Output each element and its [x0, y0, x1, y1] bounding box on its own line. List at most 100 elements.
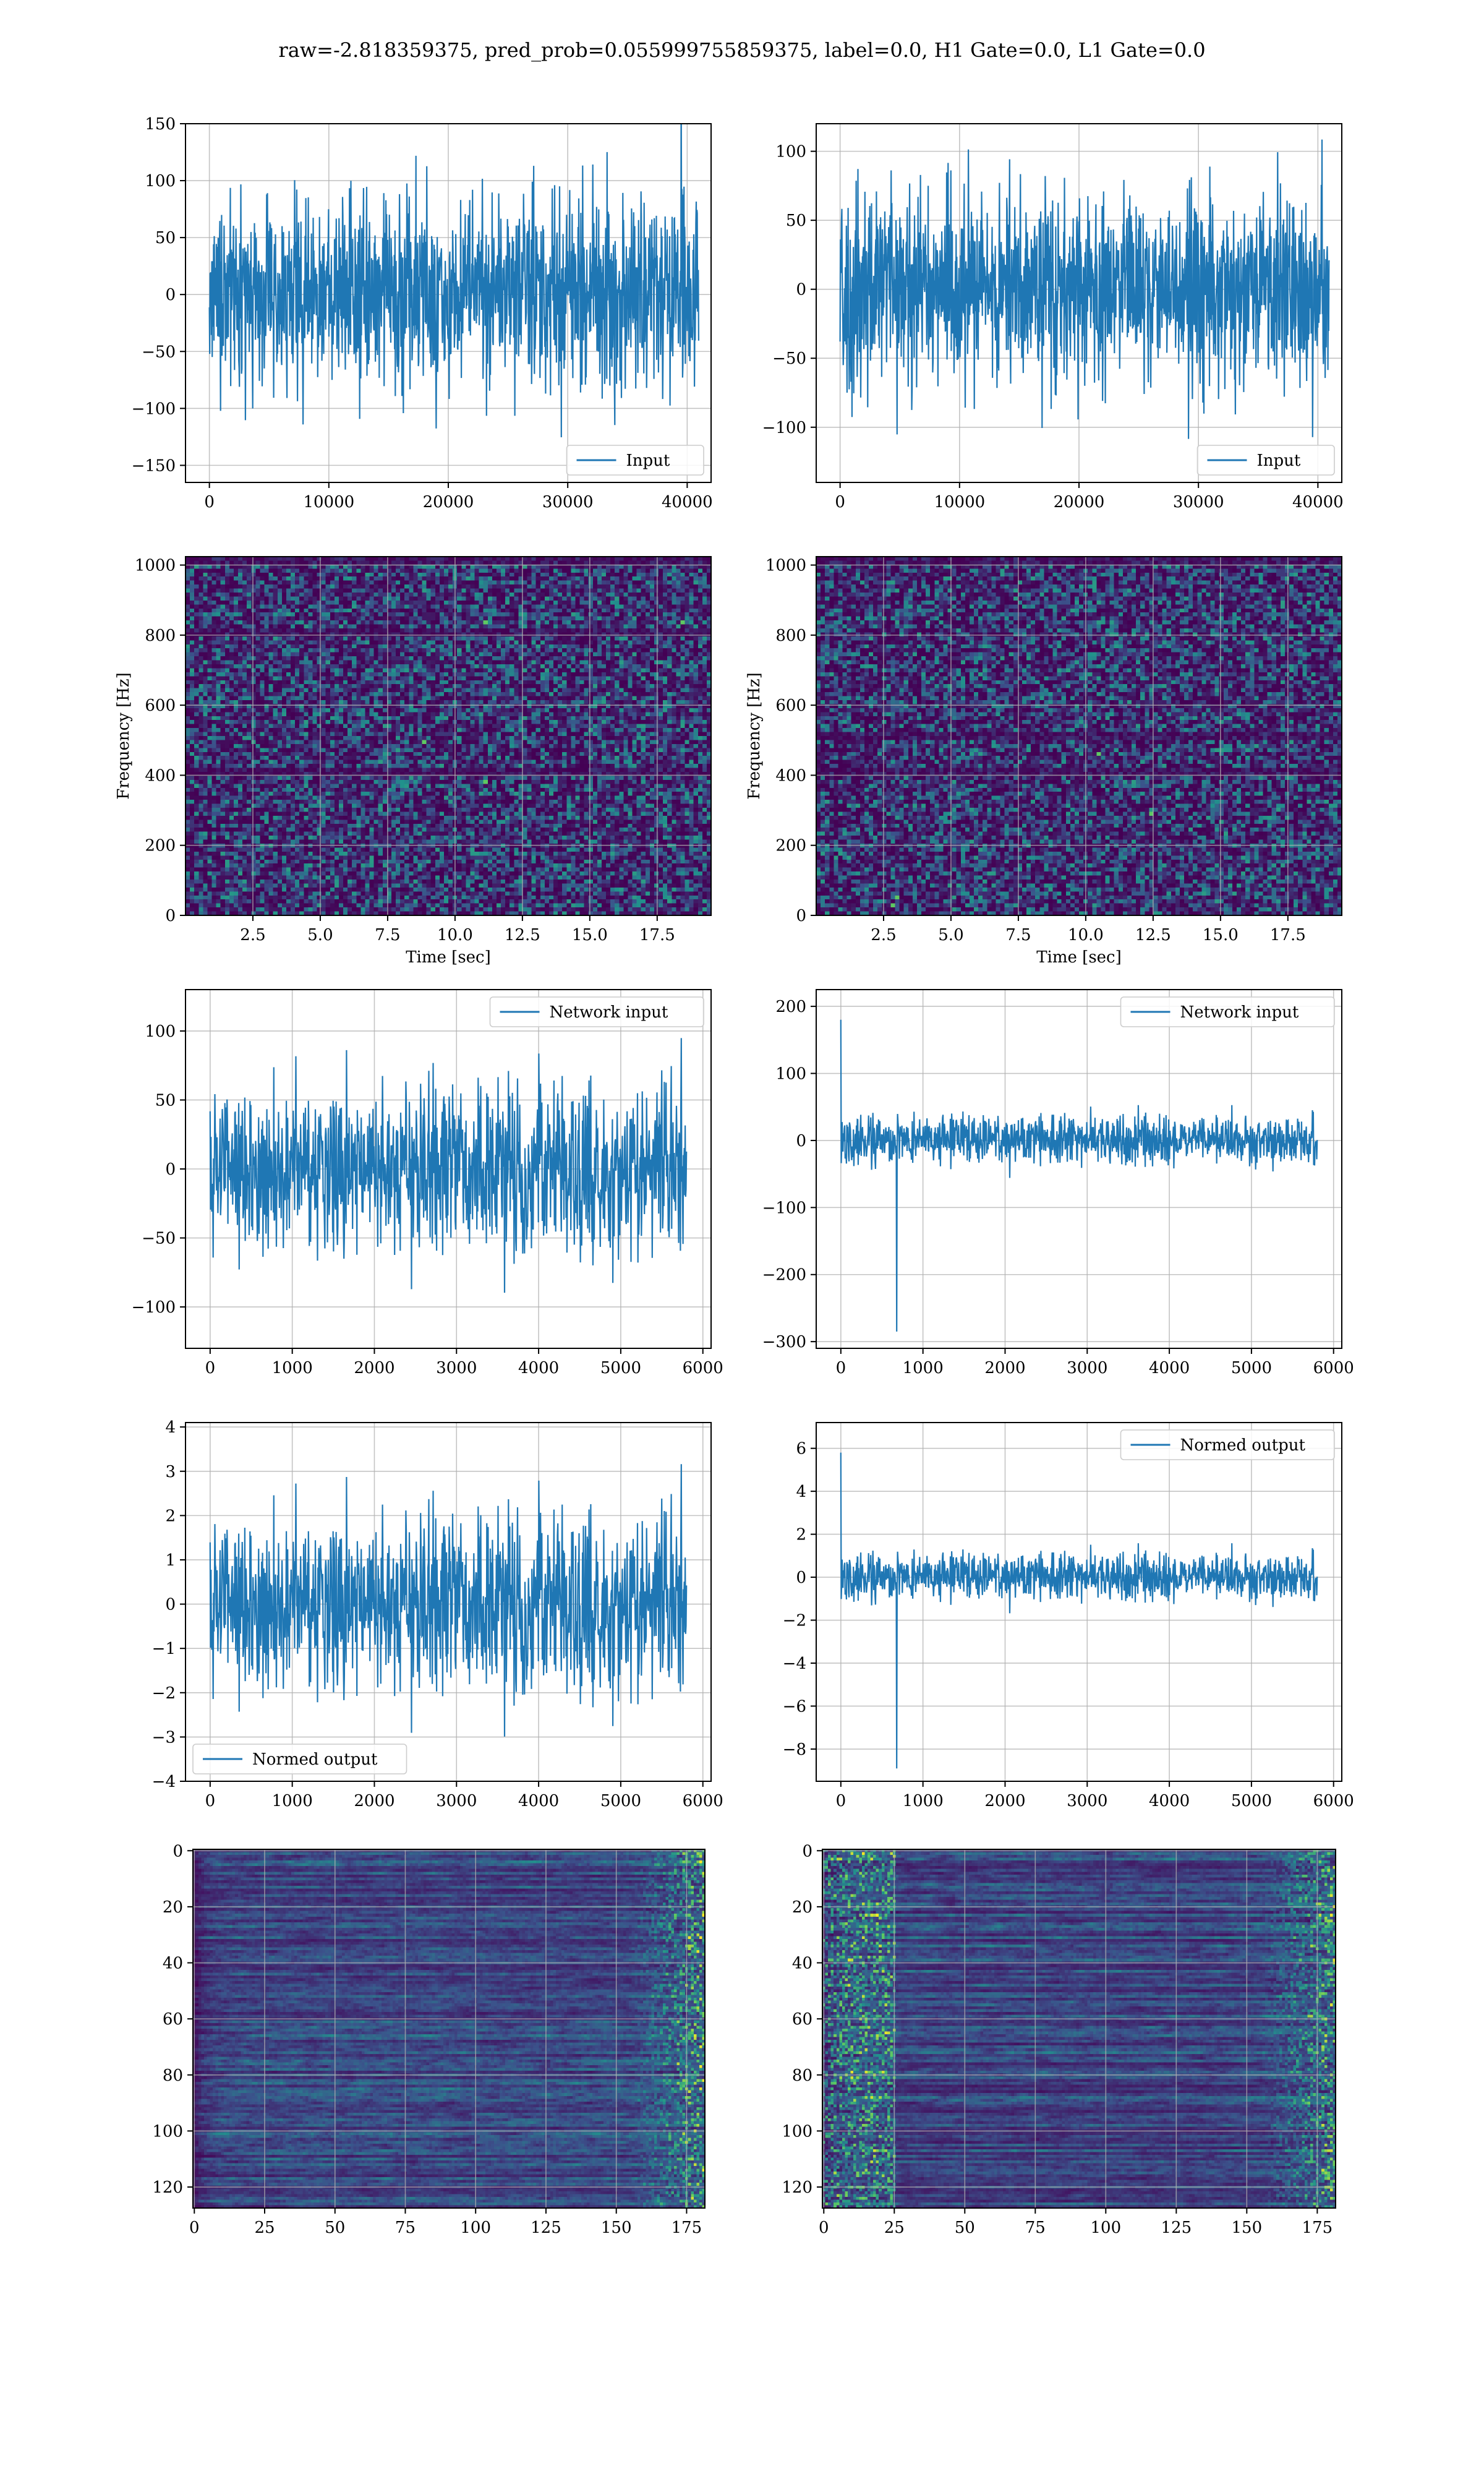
normed-output-l1-xtick-label: 1000	[903, 1792, 944, 1810]
network-input-l1-axes-frame	[816, 989, 1342, 1349]
network-input-l1-xtick-label: 0	[836, 1359, 846, 1377]
spectrogram-l1-xtick-label: 17.5	[1270, 926, 1306, 944]
network-input-h1-xtick-label: 0	[205, 1359, 216, 1377]
feature-map-h1-xtick-label: 0	[189, 2219, 200, 2237]
feature-map-l1-xtick-label: 0	[819, 2219, 829, 2237]
spectrogram-l1-ytick-label: 400	[775, 766, 806, 785]
spectrogram-l1-ylabel: Frequency [Hz]	[745, 672, 764, 800]
normed-output-l1-xtick-label: 3000	[1067, 1792, 1107, 1810]
spectrogram-h1-ytick-label: 200	[145, 837, 176, 855]
network-input-l1-legend-label: Network input	[1180, 1003, 1299, 1022]
normed-output-h1-ytick-label: −2	[152, 1684, 176, 1703]
feature-map-h1-xtick-label: 175	[672, 2219, 702, 2237]
normed-output-h1-ytick-label: −1	[152, 1640, 176, 1658]
normed-output-h1-ytick-label: 2	[165, 1507, 176, 1525]
spectrogram-l1-xtick-label: 10.0	[1068, 926, 1104, 944]
normed-output-h1-ytick-label: 4	[165, 1418, 176, 1437]
input-l1-ytick-label: 0	[796, 281, 806, 299]
feature-map-l1-xtick-label: 150	[1232, 2219, 1263, 2237]
input-l1-ytick-label: −100	[762, 419, 806, 437]
network-input-l1-xtick-label: 6000	[1313, 1359, 1354, 1377]
input-l1-xtick-label: 20000	[1054, 493, 1105, 511]
normed-output-h1-xtick-label: 5000	[600, 1792, 641, 1810]
normed-output-l1-grid	[816, 1423, 1342, 1781]
network-input-h1-xtick-label: 6000	[683, 1359, 723, 1377]
input-l1-legend-label: Input	[1257, 452, 1301, 470]
input-h1-ytick-label: 100	[145, 172, 176, 190]
normed-output-l1-legend-label: Normed output	[1180, 1436, 1306, 1455]
input-h1-ytick-label: −50	[142, 343, 176, 361]
normed-output-l1-axes-frame	[816, 1422, 1342, 1782]
feature-map-l1-ytick-label: 100	[782, 2122, 812, 2141]
feature-map-l1-xtick-label: 100	[1091, 2219, 1122, 2237]
feature-map-h1-xtick-label: 50	[325, 2219, 345, 2237]
feature-map-h1-ytick-label: 120	[152, 2178, 183, 2197]
spectrogram-h1-xtick-label: 17.5	[639, 926, 675, 944]
spectrogram-l1-xtick-label: 7.5	[1005, 926, 1031, 944]
input-h1-xtick-label: 40000	[662, 493, 713, 511]
feature-map-h1-ytick-label: 40	[163, 1954, 183, 1973]
normed-output-h1-ytick-label: 3	[165, 1463, 176, 1481]
normed-output-h1-xtick-label: 6000	[683, 1792, 723, 1810]
spectrogram-l1-xtick-label: 12.5	[1135, 926, 1171, 944]
feature-map-h1-ytick-label: 100	[152, 2122, 183, 2141]
spectrogram-l1-ytick-label: 800	[775, 627, 806, 645]
network-input-l1-ytick-label: 0	[796, 1132, 806, 1150]
feature-map-l1-ytick-label: 120	[782, 2178, 812, 2197]
spectrogram-h1-heatmap-image	[186, 557, 711, 915]
network-input-h1-xtick-label: 4000	[518, 1359, 559, 1377]
normed-output-l1-ytick-label: 2	[796, 1526, 806, 1544]
spectrogram-l1-xtick-label: 15.0	[1203, 926, 1239, 944]
spectrogram-l1-ytick-label: 200	[775, 837, 806, 855]
input-l1-ytick-label: −50	[772, 349, 806, 368]
input-l1-ytick-label: 50	[786, 212, 806, 230]
feature-map-h1-ytick-label: 20	[163, 1898, 183, 1917]
input-l1-xtick-label: 10000	[934, 493, 985, 511]
spectrogram-l1-ytick-label: 600	[775, 696, 806, 715]
normed-output-h1-xtick-label: 3000	[436, 1792, 477, 1810]
network-input-h1-xtick-label: 3000	[436, 1359, 477, 1377]
normed-output-l1-ytick-label: −8	[783, 1740, 806, 1759]
input-h1-xtick-label: 10000	[303, 493, 354, 511]
network-input-l1-xtick-label: 3000	[1067, 1359, 1107, 1377]
normed-output-l1-xtick-label: 5000	[1231, 1792, 1272, 1810]
network-input-l1-xtick-label: 2000	[984, 1359, 1025, 1377]
spectrogram-h1-ytick-label: 1000	[135, 557, 176, 575]
network-input-l1-ytick-label: 200	[775, 998, 806, 1016]
network-input-l1-xtick-label: 4000	[1149, 1359, 1190, 1377]
normed-output-l1-ytick-label: −6	[783, 1697, 806, 1716]
feature-map-h1-xtick-label: 100	[460, 2219, 491, 2237]
input-l1-series-line	[839, 139, 1330, 439]
normed-output-l1-ytick-label: 4	[796, 1483, 806, 1501]
normed-output-h1-ytick-label: −3	[152, 1728, 176, 1747]
network-input-h1-ytick-label: 0	[165, 1160, 176, 1179]
feature-map-l1-ytick-label: 40	[792, 1954, 812, 1973]
input-h1-ytick-label: −150	[132, 456, 176, 475]
network-input-h1-ytick-label: −50	[142, 1230, 176, 1248]
feature-map-h1-xtick-label: 150	[601, 2219, 632, 2237]
normed-output-h1-ytick-label: 0	[165, 1596, 176, 1614]
normed-output-h1-xtick-label: 4000	[518, 1792, 559, 1810]
feature-map-l1-axes-frame	[822, 1849, 1336, 2209]
spectrogram-h1-xtick-label: 5.0	[307, 926, 333, 944]
normed-output-l1-ytick-label: −2	[783, 1612, 806, 1630]
spectrogram-h1-ylabel: Frequency [Hz]	[114, 672, 133, 800]
normed-output-h1-xtick-label: 0	[205, 1792, 216, 1810]
panel-input-h1: 0 10000 20000 30000 40000 −150 −100 −50 0 50 100 15…	[132, 115, 713, 511]
spectrogram-l1-heatmap-image	[816, 557, 1342, 915]
input-l1-legend: Input	[1196, 445, 1335, 476]
normed-output-l1-xtick-label: 4000	[1149, 1792, 1190, 1810]
spectrogram-h1-axes-frame	[185, 556, 712, 916]
spectrogram-h1-xlabel: Time [sec]	[406, 948, 491, 967]
input-h1-ytick-label: 50	[155, 229, 176, 247]
feature-map-h1-xtick-label: 75	[395, 2219, 416, 2237]
spectrogram-l1-axes-frame	[816, 556, 1342, 916]
feature-map-h1-ytick-label: 0	[173, 1842, 183, 1860]
panel-feature-map-l1: 0 25 50 75 100 125 150 175 0 20 40 60 80 100 120	[782, 1842, 1336, 2237]
feature-map-h1-axes-frame	[192, 1849, 706, 2209]
spectrogram-h1-ytick-label: 800	[145, 627, 176, 645]
network-input-h1-ytick-label: −100	[132, 1298, 176, 1317]
panel-normed-output-l1: 0 1000 2000 3000 4000 5000 6000 −8 −6 −4 −2 0 2 4 6 Nor…	[783, 1422, 1354, 1810]
feature-map-l1-ytick-label: 60	[792, 2010, 812, 2029]
